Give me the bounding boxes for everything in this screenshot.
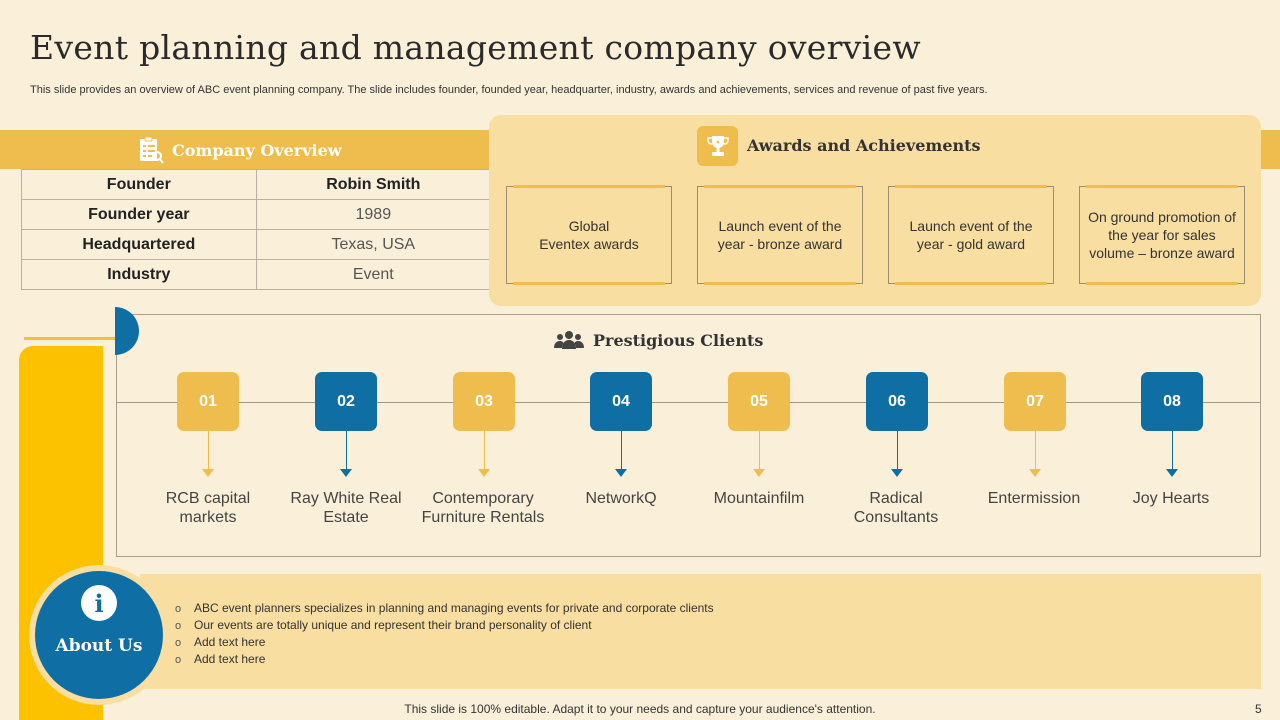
client-name: Contemporary Furniture Rentals [421,490,545,526]
document-checklist-icon [140,136,164,164]
list-item: Add text here [175,634,714,651]
client-number-badge: 07 [1004,372,1066,431]
client-number-badge: 04 [590,372,652,431]
bullet-text: Our events are totally unique and repres… [194,618,592,632]
about-bullets: ABC event planners specializes in planni… [175,600,714,668]
table-row: Industry Event [21,259,492,290]
award-card: Global Eventex awards [506,185,672,285]
connector-line [1035,431,1036,469]
client-number-badge: 06 [866,372,928,431]
clients-timeline [116,402,1261,403]
connector-line [897,431,898,469]
client-name: Ray White Real Estate [290,490,402,526]
table-key: Founder [21,169,257,200]
bullet-text: ABC event planners specializes in planni… [194,601,714,615]
arrow-down-icon [753,469,765,477]
table-value: 1989 [255,199,492,230]
slide-title: Event planning and management company ov… [30,28,921,67]
list-item: ABC event planners specializes in planni… [175,600,714,617]
bullet-text: Add text here [194,652,266,666]
award-text: Global Eventex awards [539,218,639,252]
award-card: Launch event of the year - bronze award [697,185,863,285]
clients-title: Prestigious Clients [593,330,764,350]
award-card: On ground promotion of the year for sale… [1079,185,1245,285]
table-value: Robin Smith [255,169,492,200]
connector-line [621,431,622,469]
client-number-badge: 03 [453,372,515,431]
left-accent-line [24,337,130,340]
awards-title: Awards and Achievements [747,136,981,155]
client-name: Entermission [987,490,1081,507]
client-name: Mountainfilm [713,490,805,507]
table-key: Headquartered [21,229,257,260]
arrow-down-icon [615,469,627,477]
info-icon: i [81,585,117,621]
table-row: Founder Robin Smith [21,169,492,200]
connector-line [759,431,760,469]
list-item: Our events are totally unique and repres… [175,617,714,634]
bullet-text: Add text here [194,635,266,649]
client-name: NetworkQ [585,490,657,507]
table-value: Event [255,259,492,290]
connector-line [1172,431,1173,469]
arrow-down-icon [1166,469,1178,477]
client-number-badge: 01 [177,372,239,431]
awards-panel: ★ Awards and Achievements Global Eventex… [489,115,1261,306]
connector-line [208,431,209,469]
arrow-down-icon [202,469,214,477]
table-key: Founder year [21,199,257,230]
client-number-badge: 08 [1141,372,1203,431]
client-number-badge: 05 [728,372,790,431]
arrow-down-icon [340,469,352,477]
connector-line [484,431,485,469]
clients-panel [116,314,1261,557]
clients-header: Prestigious Clients [553,330,763,350]
page-number: 5 [1255,702,1262,716]
table-row: Headquartered Texas, USA [21,229,492,260]
award-text: Launch event of the year - bronze award [717,218,843,252]
slide-subtitle: This slide provides an overview of ABC e… [30,84,988,96]
company-overview-header: Company Overview [138,136,342,164]
company-overview-table: Founder Robin Smith Founder year 1989 He… [21,169,492,290]
client-name: Radical Consultants [853,490,939,526]
client-number-badge: 02 [315,372,377,431]
slide-footer: This slide is 100% editable. Adapt it to… [404,702,876,716]
table-value: Texas, USA [255,229,492,260]
arrow-down-icon [1029,469,1041,477]
client-name: RCB capital markets [165,490,251,526]
company-overview-title: Company Overview [172,140,342,160]
table-key: Industry [21,259,257,290]
list-item: Add text here [175,651,714,668]
about-title: About Us [55,636,143,656]
award-text: On ground promotion of the year for sale… [1088,209,1236,261]
award-text: Launch event of the year - gold award [909,218,1033,252]
table-row: Founder year 1989 [21,199,492,230]
svg-text:★: ★ [715,139,720,146]
arrow-down-icon [891,469,903,477]
connector-line [346,431,347,469]
client-name: Joy Hearts [1132,490,1210,507]
trophy-icon: ★ [697,126,738,166]
award-card: Launch event of the year - gold award [888,185,1054,285]
arrow-down-icon [478,469,490,477]
people-group-icon [554,331,584,349]
